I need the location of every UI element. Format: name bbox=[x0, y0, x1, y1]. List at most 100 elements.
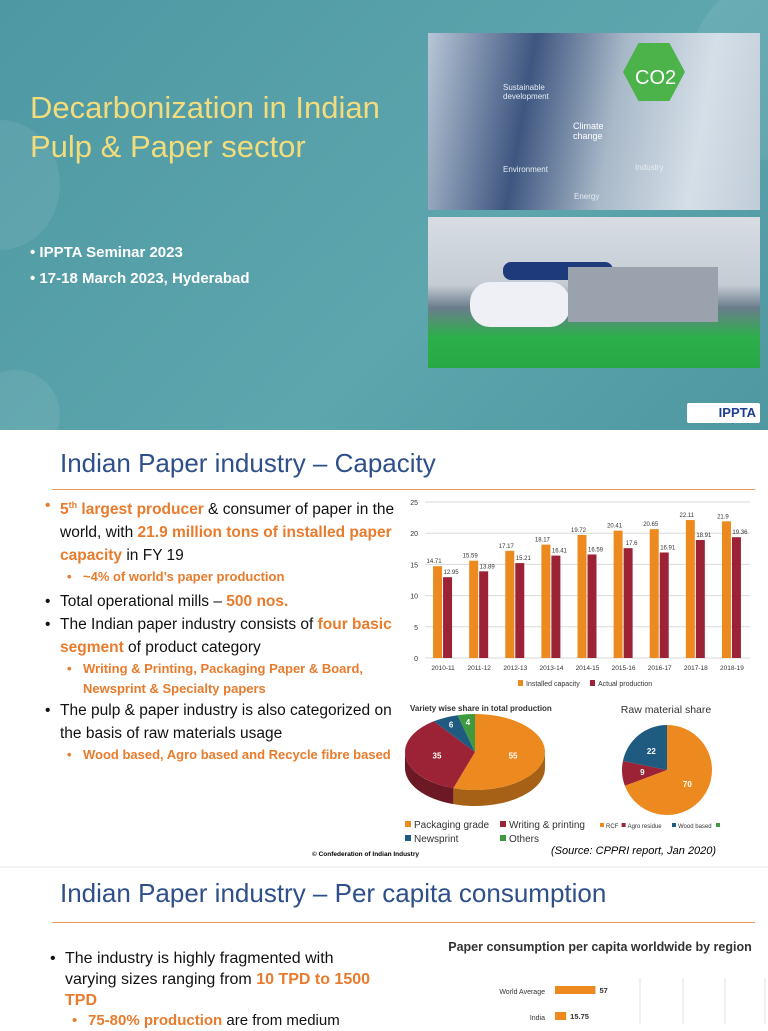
bar bbox=[555, 986, 596, 994]
bar-actual-production bbox=[479, 571, 489, 658]
bar-actual-production bbox=[515, 563, 525, 658]
bar-installed-capacity bbox=[433, 566, 443, 658]
photo-text: Sustainable development bbox=[503, 83, 549, 101]
bar-installed-capacity bbox=[649, 529, 659, 658]
legend-swatch bbox=[405, 821, 411, 827]
x-tick-label: 2017-18 bbox=[684, 665, 708, 672]
data-label: 12.95 bbox=[444, 570, 460, 576]
source-note: (Source: CPPRI report, Jan 2020) bbox=[551, 845, 717, 857]
bar-actual-production bbox=[731, 537, 741, 658]
x-tick-label: 2011-12 bbox=[467, 665, 491, 672]
data-label: 57 bbox=[599, 986, 607, 995]
data-label: 19.72 bbox=[571, 528, 587, 534]
data-label: 16.41 bbox=[552, 549, 568, 555]
pie-data-label: 4 bbox=[466, 718, 471, 727]
photo-text: Climate change bbox=[573, 121, 604, 141]
bar-installed-capacity bbox=[469, 560, 479, 658]
share-pie-charts: Variety wise share in total production Ra… bbox=[405, 704, 720, 845]
bullet: • 17-18 March 2023, Hyderabad bbox=[30, 270, 250, 287]
data-label: 19.36 bbox=[732, 530, 748, 536]
pie-side-packaging-grade bbox=[453, 752, 545, 806]
sub-bullet: Writing & Printing, Packaging Paper & Bo… bbox=[45, 659, 395, 699]
per-capita-bar-chart: World Average 57 India 15.75 bbox=[499, 978, 766, 1024]
bar-installed-capacity bbox=[541, 544, 551, 658]
pie-slice-packaging-grade bbox=[453, 714, 545, 790]
slide-title: Decarbonization in Indian Pulp & Paper s… bbox=[30, 90, 380, 164]
legend-swatch bbox=[621, 823, 626, 827]
y-tick-label: 20 bbox=[410, 531, 418, 538]
title-slide: Decarbonization in Indian Pulp & Paper s… bbox=[0, 0, 768, 430]
x-tick-label: 2013-14 bbox=[539, 665, 563, 672]
bar bbox=[555, 1012, 567, 1020]
bar-actual-production bbox=[443, 577, 453, 658]
pie-slice-others bbox=[457, 714, 475, 752]
pie-title: Variety wise share in total production bbox=[410, 704, 552, 713]
pie-data-label: 6 bbox=[449, 720, 454, 729]
legend-swatch bbox=[405, 835, 411, 841]
photo-text: Industry bbox=[635, 163, 664, 172]
pie-slice-rcf bbox=[624, 725, 712, 815]
data-label: 14.71 bbox=[427, 559, 443, 565]
data-label: 15.75 bbox=[570, 1012, 589, 1021]
photo-text: Environment bbox=[503, 165, 548, 174]
x-tick-label: 2014-15 bbox=[576, 665, 600, 672]
data-label: 22.11 bbox=[680, 513, 695, 519]
bullet: The pulp & paper industry is also catego… bbox=[45, 699, 395, 745]
y-tick-label: 15 bbox=[410, 562, 418, 569]
legend-label: Wood based bbox=[678, 824, 712, 830]
bullet: 5th largest producer & consumer of paper… bbox=[45, 494, 395, 567]
legend-label: Actual production bbox=[598, 681, 652, 688]
sub-bullet: Wood based, Agro based and Recycle fibre… bbox=[45, 745, 395, 765]
legend-swatch bbox=[518, 680, 523, 686]
bullet: The industry is highly fragmented with v… bbox=[50, 948, 380, 1011]
legend-swatch bbox=[600, 823, 604, 827]
bar-installed-capacity bbox=[685, 520, 695, 658]
photo-text: Energy bbox=[574, 192, 600, 201]
slide-separator bbox=[0, 866, 768, 868]
paper-roll bbox=[470, 282, 570, 327]
x-tick-label: 2018-19 bbox=[720, 665, 744, 672]
data-label: 20.65 bbox=[643, 522, 659, 528]
data-label: 18.91 bbox=[696, 533, 712, 539]
pie-slice-newsprint bbox=[433, 715, 475, 752]
bar-installed-capacity bbox=[613, 530, 623, 658]
slide-title: Indian Paper industry – Per capita consu… bbox=[60, 878, 607, 908]
legend-label: Others bbox=[509, 834, 539, 845]
co2-label: CO2 bbox=[635, 67, 677, 89]
pie-data-label: 55 bbox=[509, 751, 518, 760]
sub-bullet: ~4% of world’s paper production bbox=[45, 567, 395, 587]
pie-title: Raw material share bbox=[621, 704, 712, 716]
legend-label: Installed capacity bbox=[526, 681, 580, 688]
slide-title: Indian Paper industry – Capacity bbox=[60, 448, 436, 478]
legend-swatch bbox=[500, 835, 506, 841]
legend-label: Packaging grade bbox=[414, 820, 489, 831]
y-tick-label: 0 bbox=[414, 656, 418, 663]
pie-data-label: 35 bbox=[433, 751, 442, 760]
paper-machine-photo bbox=[428, 217, 760, 368]
data-label: 16.91 bbox=[660, 545, 676, 551]
legend-swatch bbox=[590, 680, 595, 686]
decor-circle bbox=[0, 370, 60, 430]
pie-data-label: 22 bbox=[647, 747, 656, 756]
y-tick-label: 25 bbox=[410, 500, 418, 507]
pie-side-writing-printing bbox=[405, 752, 454, 805]
data-label: 17.6 bbox=[626, 541, 638, 547]
bullet: • IPPTA Seminar 2023 bbox=[30, 244, 183, 261]
pie-slice-agro-residue bbox=[622, 760, 667, 786]
pie-data-label: 70 bbox=[683, 780, 692, 789]
ippta-logo: IPPTA bbox=[687, 403, 760, 423]
data-label: 21.9 bbox=[717, 514, 729, 520]
legend-label: Newsprint bbox=[414, 834, 459, 845]
bullet-text: IPPTA Seminar 2023 bbox=[39, 244, 183, 261]
x-tick-label: 2010-11 bbox=[431, 665, 455, 672]
pie-data-label: 9 bbox=[640, 768, 645, 777]
data-label: 16.59 bbox=[588, 547, 604, 553]
y-tick-label: India bbox=[530, 1015, 545, 1022]
title-divider bbox=[52, 922, 755, 923]
y-tick-label: World Average bbox=[499, 989, 545, 996]
y-tick-label: 10 bbox=[410, 594, 418, 601]
climate-change-photo: CO2 Climate change Sustainable developme… bbox=[428, 33, 760, 210]
bar-actual-production bbox=[659, 552, 669, 658]
data-label: 15.59 bbox=[463, 554, 479, 560]
x-tick-label: 2016-17 bbox=[648, 665, 672, 672]
